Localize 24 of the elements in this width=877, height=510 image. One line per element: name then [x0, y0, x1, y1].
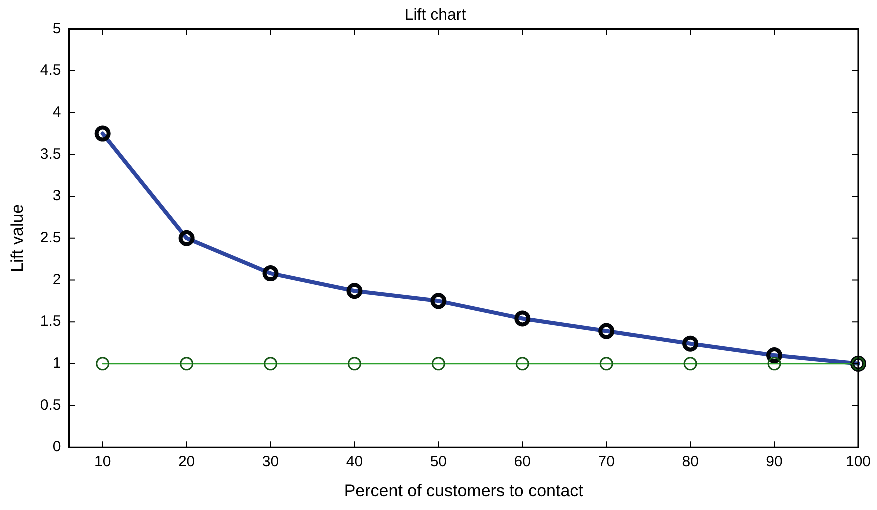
y-tick-label: 1	[52, 355, 62, 372]
x-tick-label: 70	[598, 454, 615, 471]
x-tick-label: 80	[682, 454, 699, 471]
x-tick-label: 20	[178, 454, 196, 471]
y-tick-label: 4.5	[40, 62, 62, 80]
x-tick-label: 100	[846, 454, 871, 471]
x-tick-label: 90	[766, 454, 783, 471]
x-tick-label: 30	[262, 454, 280, 471]
y-tick-label: 2.5	[40, 230, 62, 247]
y-tick-label: 3.5	[40, 146, 62, 163]
x-axis-title: Percent of customers to contact	[344, 481, 584, 500]
x-tick-label: 60	[514, 454, 531, 471]
x-tick-label: 50	[430, 454, 448, 471]
chart-title: Lift chart	[404, 7, 467, 24]
y-tick-label: 4	[52, 104, 62, 122]
y-tick-label: 2	[52, 271, 62, 288]
y-axis-title: Lift value	[8, 204, 27, 272]
y-tick-label: 3	[52, 188, 62, 205]
x-tick-label: 40	[346, 454, 364, 471]
y-tick-label: 5	[52, 20, 62, 38]
x-tick-label: 10	[94, 454, 112, 471]
y-tick-label: 1.5	[40, 313, 62, 330]
y-tick-label: 0.5	[40, 396, 62, 414]
y-tick-label: 0	[52, 438, 62, 456]
